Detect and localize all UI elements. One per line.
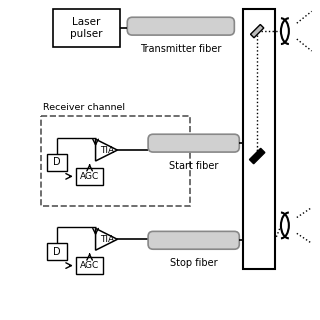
Polygon shape [251, 24, 264, 38]
Text: Stop fiber: Stop fiber [170, 258, 218, 268]
Text: Transmitter fiber: Transmitter fiber [140, 44, 221, 54]
Text: D: D [53, 247, 61, 257]
FancyBboxPatch shape [47, 243, 67, 260]
Text: TIA: TIA [100, 235, 115, 244]
Polygon shape [249, 148, 265, 164]
Text: AGC: AGC [80, 172, 99, 181]
FancyBboxPatch shape [47, 154, 67, 171]
FancyBboxPatch shape [76, 257, 103, 274]
FancyBboxPatch shape [53, 9, 120, 47]
FancyBboxPatch shape [76, 168, 103, 185]
Text: AGC: AGC [80, 261, 99, 270]
Text: TIA: TIA [100, 146, 115, 155]
Text: Laser
pulser: Laser pulser [70, 17, 103, 39]
Polygon shape [96, 228, 117, 250]
FancyBboxPatch shape [243, 9, 275, 269]
FancyBboxPatch shape [148, 134, 239, 152]
FancyBboxPatch shape [127, 17, 234, 35]
Text: Start fiber: Start fiber [169, 161, 218, 171]
Text: D: D [53, 157, 61, 167]
Text: Receiver channel: Receiver channel [43, 103, 125, 112]
FancyBboxPatch shape [148, 231, 239, 249]
Polygon shape [96, 139, 117, 161]
